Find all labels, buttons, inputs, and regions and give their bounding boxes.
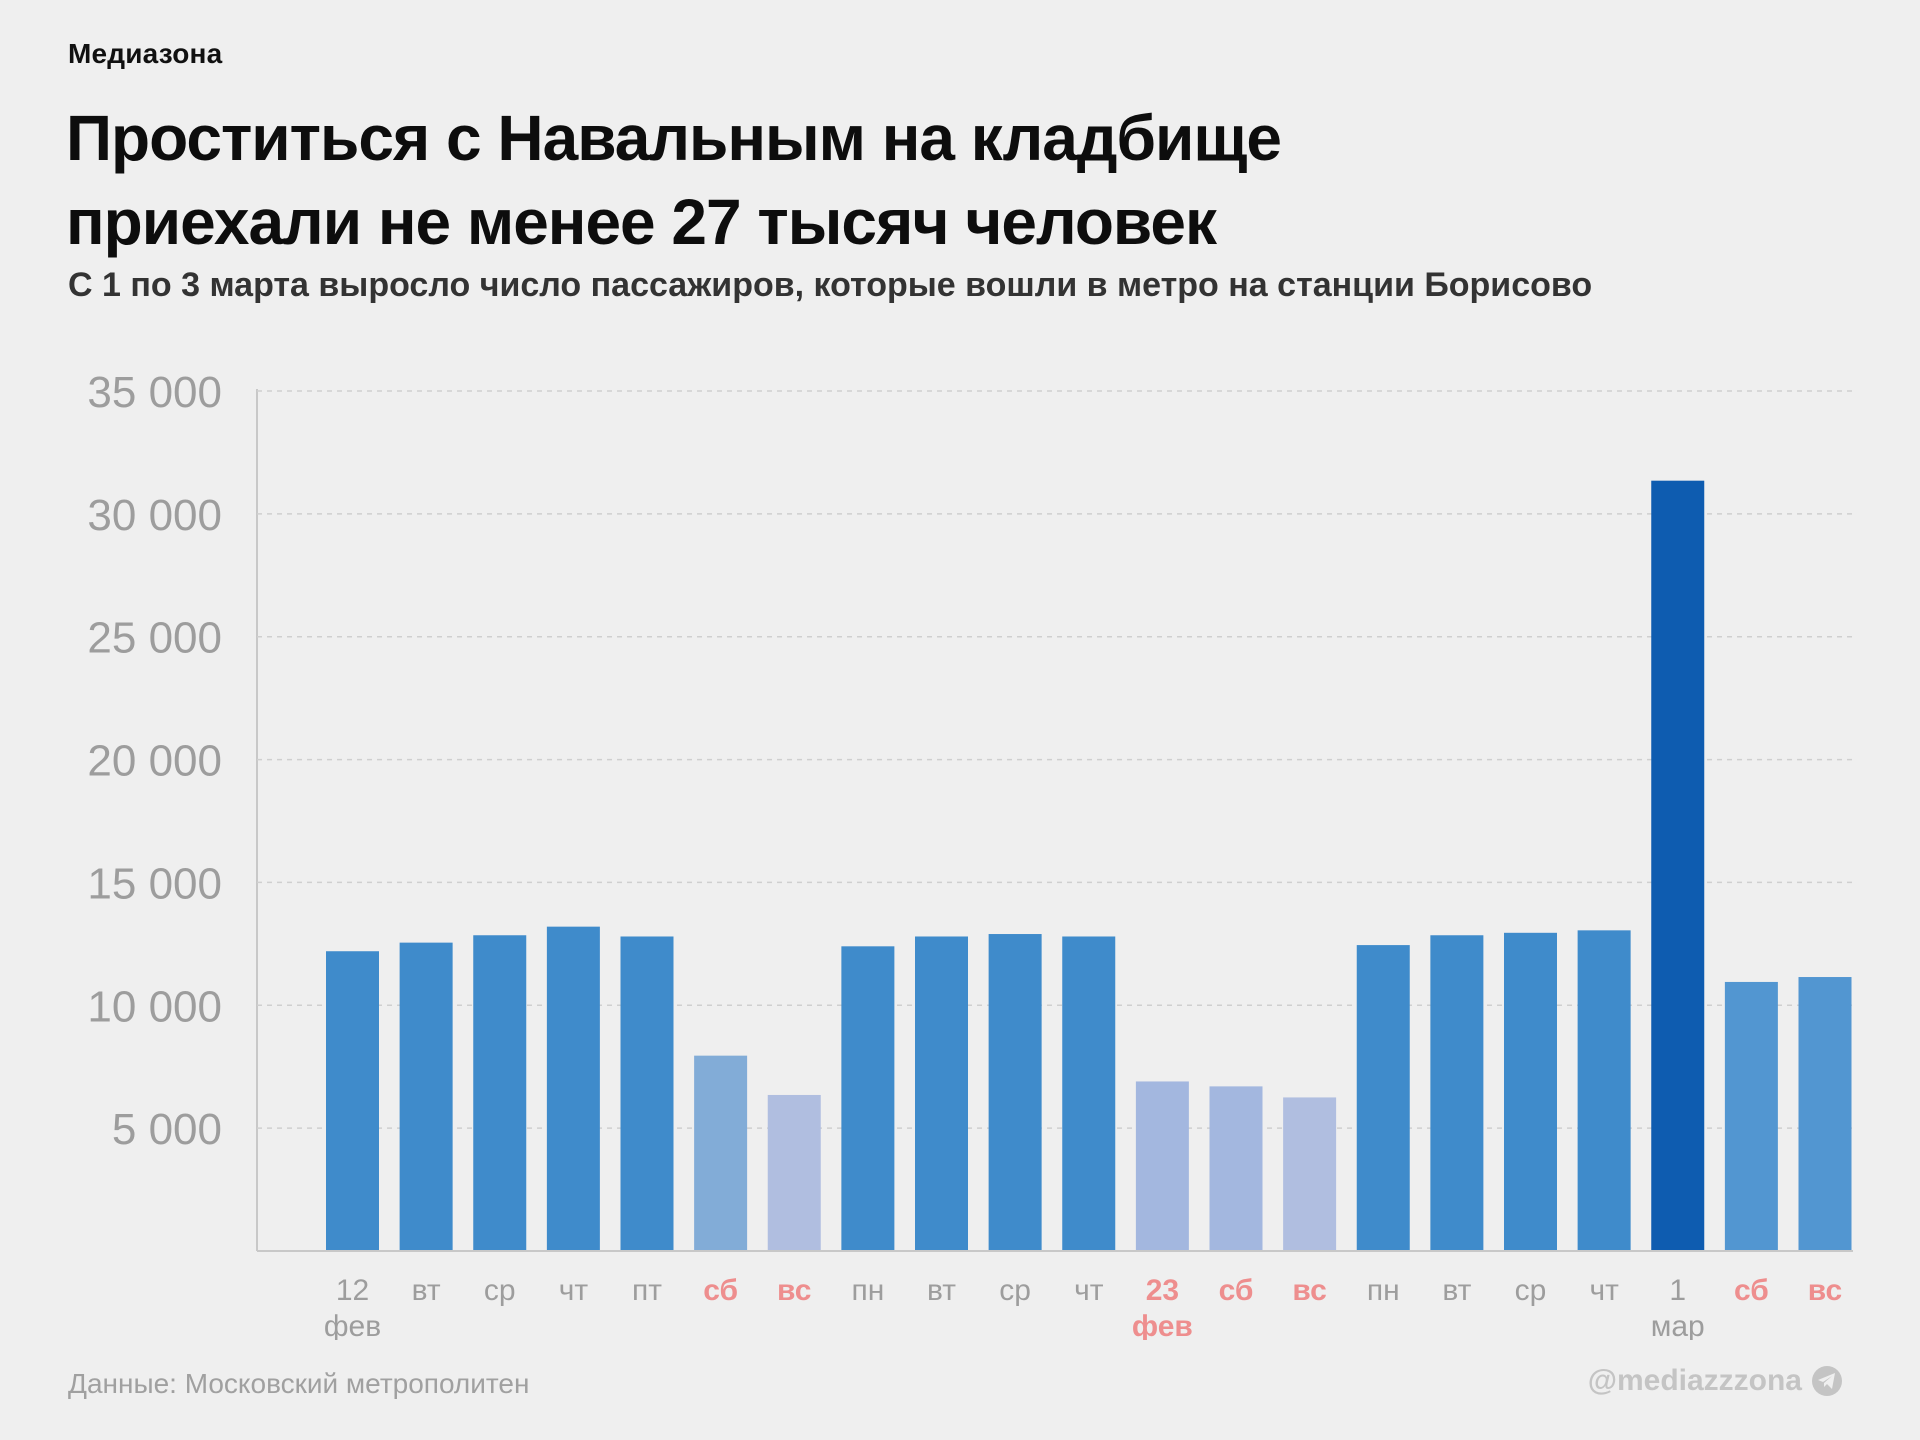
bar-15 — [1430, 935, 1484, 1251]
bar-1 — [399, 942, 453, 1251]
bar-8 — [915, 936, 968, 1251]
y-tick-label: 30 000 — [87, 491, 222, 540]
x-tick-label: чт — [1074, 1274, 1104, 1307]
x-tick-sublabel: мар — [1651, 1310, 1705, 1340]
x-tick-label: пн — [851, 1274, 884, 1307]
bar-chart: 5 000 10 000 15 000 20 000 25 000 30 000 35 00… — [87, 368, 1853, 1340]
y-tick-label: 15 000 — [87, 859, 222, 908]
x-tick-label: вт — [1442, 1274, 1471, 1307]
bar-18 — [1651, 480, 1705, 1252]
x-tick-label: сб — [703, 1274, 738, 1307]
bar-2 — [473, 935, 527, 1251]
bar-0 — [326, 951, 379, 1251]
y-tick-label: 10 000 — [87, 982, 222, 1031]
bar-16 — [1504, 932, 1557, 1251]
bar-13 — [1283, 1097, 1337, 1251]
handle-text: @mediazzzona — [1587, 1364, 1802, 1397]
chart-subtitle: С 1 по 3 марта выросло число пассажиров,… — [68, 266, 1593, 304]
social-handle-link[interactable]: @mediazzzona — [1588, 1364, 1842, 1398]
x-tick-label: вт — [927, 1274, 956, 1307]
chart-title: Проститься с Навальным на кладбище приех… — [66, 102, 1282, 258]
x-tick-label: вс — [1808, 1274, 1842, 1307]
bar-12 — [1209, 1086, 1263, 1251]
x-tick-label: 23 — [1146, 1274, 1179, 1307]
x-tick-sublabel: фев — [1132, 1310, 1193, 1340]
x-tick-label: сб — [1219, 1274, 1254, 1307]
x-tick-label: 12 — [336, 1274, 369, 1307]
bar-11 — [1135, 1081, 1189, 1251]
y-tick-label: 5 000 — [112, 1105, 222, 1154]
x-tick-label: ср — [1515, 1274, 1547, 1307]
y-tick-label: 35 000 — [87, 368, 222, 417]
bar-3 — [546, 926, 600, 1251]
bar-17 — [1577, 930, 1631, 1251]
bar-5 — [694, 1055, 748, 1251]
x-tick-label: пт — [632, 1274, 662, 1307]
bar-14 — [1356, 945, 1410, 1251]
data-source: Данные: Московский метрополитен — [68, 1368, 530, 1399]
x-tick-sublabel: фев — [324, 1310, 381, 1340]
x-tick-label: ср — [484, 1274, 516, 1307]
y-tick-label: 25 000 — [87, 614, 222, 663]
x-tick-label: вт — [412, 1274, 441, 1307]
x-tick-label: 1 — [1669, 1274, 1686, 1307]
x-tick-label: чт — [559, 1274, 589, 1307]
x-tick-label: вс — [777, 1274, 811, 1307]
x-tick-label: чт — [1589, 1274, 1619, 1307]
x-tick-label: сб — [1734, 1274, 1769, 1307]
telegram-icon — [1812, 1366, 1842, 1396]
x-tick-label: ср — [999, 1274, 1031, 1307]
x-tick-label: вс — [1292, 1274, 1326, 1307]
bar-20 — [1798, 977, 1852, 1251]
bar-4 — [620, 936, 674, 1251]
brand-logo-text: Медиазона — [68, 38, 223, 69]
bar-10 — [1062, 936, 1116, 1251]
bar-7 — [841, 946, 895, 1251]
bar-9 — [988, 934, 1042, 1251]
bar-19 — [1724, 981, 1778, 1251]
y-tick-label: 20 000 — [87, 737, 222, 786]
x-tick-label: пн — [1367, 1274, 1400, 1307]
bar-6 — [767, 1094, 821, 1251]
